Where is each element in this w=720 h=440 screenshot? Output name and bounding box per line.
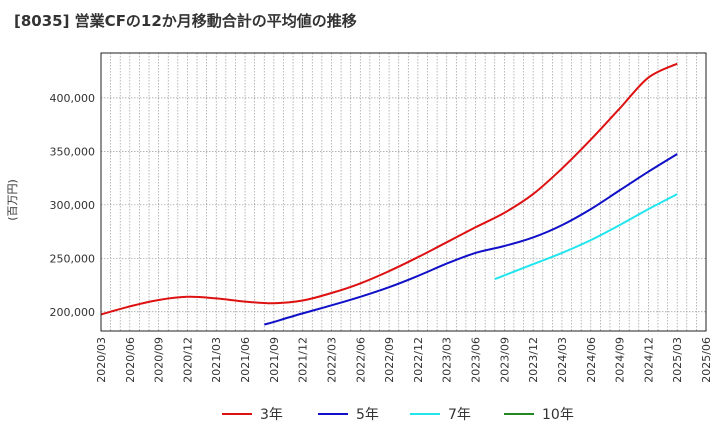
x-tick-label: 2024/06 bbox=[585, 337, 598, 383]
x-tick-label: 2025/03 bbox=[671, 337, 684, 383]
legend-label-7年: 7年 bbox=[448, 407, 471, 423]
series-line-7年 bbox=[494, 193, 678, 281]
legend: 3年 5年 7年 10年 bbox=[222, 407, 574, 423]
x-tick-label: 2020/12 bbox=[181, 337, 194, 383]
x-tick-label: 2022/03 bbox=[325, 337, 338, 383]
series-line-3年 bbox=[100, 62, 678, 316]
y-axis-label: (百万円) bbox=[6, 179, 19, 221]
x-tick-label: 2024/09 bbox=[614, 337, 627, 383]
y-tick-label: 350,000 bbox=[50, 145, 96, 158]
plot-border bbox=[100, 52, 707, 332]
x-tick-label: 2025/06 bbox=[700, 337, 713, 383]
grid-lines bbox=[101, 53, 706, 331]
x-tick-label: 2020/06 bbox=[124, 337, 137, 383]
x-tick-label: 2022/09 bbox=[383, 337, 396, 383]
y-tick-label: 400,000 bbox=[50, 92, 96, 105]
x-tick-label: 2021/09 bbox=[268, 337, 281, 383]
x-tick-label: 2023/12 bbox=[527, 337, 540, 383]
x-tick-label: 2020/09 bbox=[153, 337, 166, 383]
x-tick-label: 2023/06 bbox=[470, 337, 483, 383]
series-lines bbox=[100, 62, 678, 326]
x-tick-label: 2021/03 bbox=[210, 337, 223, 383]
x-tick-label: 2022/12 bbox=[412, 337, 425, 383]
x-tick-label: 2021/06 bbox=[239, 337, 252, 383]
series-line-5年 bbox=[264, 153, 678, 326]
y-tick-label: 250,000 bbox=[50, 252, 96, 265]
plot-background bbox=[101, 53, 706, 331]
legend-label-5年: 5年 bbox=[356, 407, 379, 423]
y-tick-label: 300,000 bbox=[50, 199, 96, 212]
y-axis-ticks: 200,000 250,000 300,000 350,000 400,000 bbox=[50, 92, 96, 319]
x-tick-label: 2022/06 bbox=[354, 337, 367, 383]
x-tick-label: 2024/12 bbox=[642, 337, 655, 383]
x-tick-label: 2021/12 bbox=[297, 337, 310, 383]
legend-label-3年: 3年 bbox=[260, 407, 283, 423]
x-tick-label: 2023/09 bbox=[498, 337, 511, 383]
y-tick-label: 200,000 bbox=[50, 306, 96, 319]
x-tick-label: 2024/03 bbox=[556, 337, 569, 383]
x-tick-label: 2023/03 bbox=[441, 337, 454, 383]
chart-title: [8035] 営業CFの12か月移動合計の平均値の推移 bbox=[14, 12, 357, 30]
x-axis-ticks: 2020/03 2020/06 2020/09 2020/12 2021/03 2021/… bbox=[95, 337, 713, 383]
legend-label-10年: 10年 bbox=[542, 407, 574, 423]
x-tick-label: 2020/03 bbox=[95, 337, 108, 383]
